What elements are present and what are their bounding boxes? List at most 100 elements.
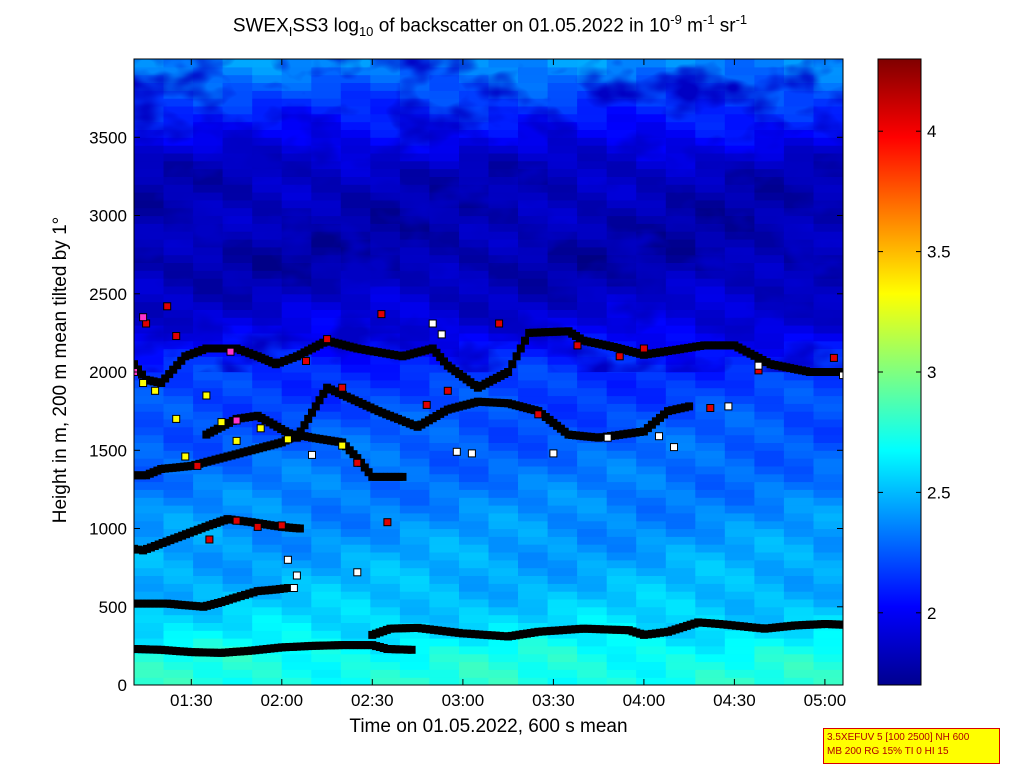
heatmap-cell: [724, 544, 755, 553]
heatmap-cell: [488, 598, 519, 608]
heatmap-cell: [311, 567, 342, 576]
heatmap-cell: [222, 669, 253, 678]
heatmap-cell: [193, 622, 224, 631]
heatmap-cell: [695, 669, 726, 678]
heatmap-cell: [370, 481, 401, 490]
heatmap-cell: [518, 395, 549, 404]
heatmap-cell: [665, 505, 696, 514]
heatmap-cell: [518, 442, 549, 451]
heatmap-cell: [193, 528, 224, 537]
heatmap-cell: [134, 614, 165, 623]
heatmap-cell: [163, 379, 194, 389]
heatmap-cell: [783, 372, 814, 381]
heatmap-cell: [311, 536, 342, 545]
heatmap-cell: [340, 497, 371, 506]
heatmap-cell: [399, 638, 430, 647]
heatmap-cell: [222, 379, 253, 389]
heatmap-cell: [783, 669, 814, 678]
colorbar-tick-label: 2: [927, 604, 936, 623]
heatmap-cell: [459, 645, 490, 655]
heatmap-cell: [783, 591, 814, 600]
heatmap-cell: [340, 411, 371, 420]
chart-title: SWEXISS3 log10 of backscatter on 01.05.2…: [232, 12, 748, 40]
heatmap-cell: [754, 645, 785, 655]
marker-black: [521, 336, 529, 345]
heatmap-cell: [547, 552, 578, 561]
heatmap-cell: [311, 372, 342, 381]
heatmap-cell: [636, 661, 667, 670]
heatmap-cell: [193, 567, 224, 576]
x-tick-label: 03:00: [442, 691, 485, 710]
heatmap-cell: [222, 622, 253, 631]
heatmap-cell: [665, 598, 696, 608]
heatmap-cell: [281, 614, 312, 623]
heatmap-cell: [606, 552, 637, 561]
marker-black: [516, 344, 525, 353]
heatmap-cell: [459, 387, 490, 397]
heatmap-cell: [695, 661, 726, 670]
heatmap-cell: [695, 372, 726, 381]
heatmap-cell: [518, 411, 549, 420]
heatmap-cell: [222, 552, 253, 561]
heatmap-cell: [606, 418, 637, 428]
heatmap-cell: [281, 559, 312, 569]
heatmap-cell: [695, 450, 726, 459]
heatmap-cell: [783, 379, 814, 389]
x-axis-label: Time on 01.05.2022, 600 s mean: [349, 716, 628, 737]
heatmap-cell: [311, 591, 342, 600]
heatmap-cell: [252, 567, 283, 576]
heatmap-cell: [399, 669, 430, 678]
heatmap-cell: [281, 450, 312, 459]
heatmap-texture-rect: [134, 59, 843, 372]
heatmap-cell: [724, 512, 755, 522]
heatmap-cell: [754, 465, 785, 475]
heatmap-cell: [577, 653, 608, 663]
heatmap-cell: [193, 638, 224, 647]
heatmap-cell: [724, 536, 755, 545]
heatmap-cell: [311, 450, 342, 459]
heatmap-cell: [724, 465, 755, 475]
heatmap-cell: [606, 481, 637, 490]
marker-white: [428, 319, 437, 328]
heatmap-cell: [163, 497, 194, 506]
heatmap-cell: [163, 653, 194, 663]
heatmap-cell: [429, 669, 460, 678]
heatmap-cell: [783, 418, 814, 428]
heatmap-cell: [399, 598, 430, 608]
heatmap-cell: [252, 575, 283, 584]
heatmap-cell: [695, 481, 726, 490]
heatmap-cell: [518, 434, 549, 443]
heatmap-cell: [429, 528, 460, 537]
heatmap-cell: [547, 544, 578, 553]
heatmap-cell: [813, 411, 843, 420]
heatmap-cell: [518, 528, 549, 537]
heatmap-cell: [783, 411, 814, 420]
heatmap-cell: [636, 395, 667, 404]
heatmap-cell: [311, 481, 342, 490]
heatmap-cell: [724, 481, 755, 490]
heatmap-cell: [429, 598, 460, 608]
heatmap-cell: [193, 575, 224, 584]
heatmap-cell: [636, 458, 667, 467]
heatmap-cell: [724, 473, 755, 483]
heatmap-cell: [311, 622, 342, 631]
heatmap-cell: [488, 559, 519, 569]
heatmap-cell: [399, 661, 430, 670]
heatmap-cell: [813, 645, 843, 655]
heatmap-cell: [665, 442, 696, 451]
heatmap-cell: [370, 489, 401, 498]
heatmap-cell: [459, 434, 490, 443]
heatmap-cell: [134, 591, 165, 600]
heatmap-cell: [193, 591, 224, 600]
heatmap-cell: [606, 638, 637, 647]
heatmap-cell: [577, 528, 608, 537]
heatmap-cell: [665, 473, 696, 483]
heatmap-cell: [665, 372, 696, 381]
heatmap-cell: [577, 403, 608, 412]
heatmap-cell: [665, 450, 696, 459]
heatmap-cell: [636, 606, 667, 616]
marker-white: [549, 449, 558, 458]
heatmap-cell: [399, 379, 430, 389]
heatmap-cell: [252, 528, 283, 537]
heatmap-cell: [547, 567, 578, 576]
